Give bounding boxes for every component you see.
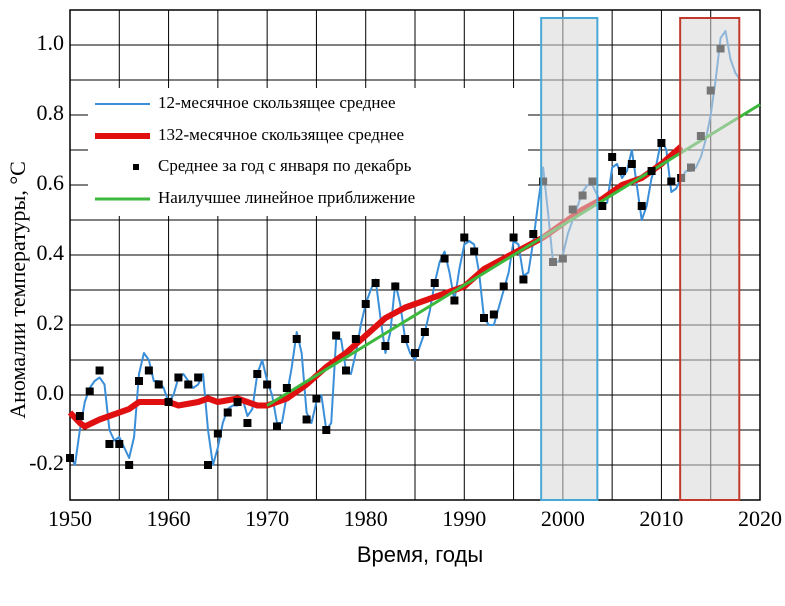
y-tick-label: 1.0 bbox=[37, 30, 65, 55]
data-point bbox=[657, 139, 666, 147]
data-point bbox=[411, 349, 419, 357]
data-point bbox=[332, 331, 341, 340]
data-point bbox=[627, 160, 636, 168]
data-point bbox=[529, 230, 538, 238]
data-point bbox=[144, 366, 153, 375]
data-point bbox=[125, 461, 134, 469]
data-point bbox=[440, 254, 449, 263]
data-point bbox=[243, 419, 252, 427]
y-tick-label: 0.4 bbox=[37, 240, 65, 265]
x-tick-label: 2020 bbox=[738, 506, 782, 531]
data-point bbox=[292, 335, 301, 343]
data-point bbox=[647, 167, 656, 175]
data-point bbox=[598, 202, 607, 210]
data-point bbox=[115, 440, 124, 448]
data-point bbox=[75, 412, 84, 420]
x-tick-label: 1990 bbox=[442, 506, 486, 531]
data-point bbox=[302, 415, 311, 424]
data-point bbox=[489, 310, 498, 319]
x-axis-label: Время, годы bbox=[357, 542, 483, 567]
data-point bbox=[450, 296, 459, 305]
data-point bbox=[480, 314, 488, 322]
x-tick-label: 1980 bbox=[344, 506, 388, 531]
data-point bbox=[371, 279, 380, 287]
data-point bbox=[105, 440, 114, 448]
data-point bbox=[618, 167, 626, 175]
data-point bbox=[519, 275, 528, 284]
data-point bbox=[420, 328, 429, 336]
x-tick-label: 2010 bbox=[639, 506, 683, 531]
data-point bbox=[184, 380, 193, 389]
legend-label: Среднее за год с января по декабрь bbox=[158, 156, 412, 175]
data-point bbox=[667, 177, 676, 186]
data-point bbox=[95, 366, 104, 375]
data-point bbox=[509, 233, 518, 242]
data-point bbox=[361, 300, 370, 308]
y-tick-label: -0.2 bbox=[29, 450, 64, 475]
highlight-box bbox=[679, 17, 741, 501]
data-point bbox=[213, 429, 222, 438]
legend-label: 132-месячное скользящее среднее bbox=[158, 125, 404, 144]
y-tick-label: 0.8 bbox=[37, 100, 65, 125]
x-tick-label: 1950 bbox=[48, 506, 92, 531]
data-point bbox=[351, 335, 360, 343]
legend-label: Наилучшее линейное приближение bbox=[158, 188, 415, 207]
legend-swatch bbox=[133, 164, 139, 170]
legend: 12-месячное скользящее среднее 132-месячн… bbox=[88, 88, 528, 216]
data-point bbox=[164, 398, 173, 406]
data-point bbox=[342, 366, 350, 375]
data-point bbox=[233, 398, 242, 406]
highlight-box bbox=[540, 17, 599, 501]
data-point bbox=[174, 373, 183, 382]
data-point bbox=[253, 370, 262, 378]
data-point bbox=[381, 342, 390, 350]
data-point bbox=[135, 377, 143, 385]
y-tick-label: 0.2 bbox=[37, 310, 65, 335]
data-point bbox=[273, 422, 281, 431]
data-point bbox=[263, 380, 272, 389]
legend-box bbox=[88, 88, 528, 216]
data-point bbox=[312, 394, 321, 403]
x-tick-label: 2000 bbox=[541, 506, 585, 531]
y-tick-label: 0.0 bbox=[37, 380, 65, 405]
data-point bbox=[499, 282, 508, 291]
y-axis-label: Аномалии температуры, °C bbox=[5, 161, 30, 419]
data-point bbox=[85, 387, 94, 396]
data-point bbox=[608, 153, 617, 161]
data-point bbox=[470, 247, 479, 256]
data-point bbox=[460, 233, 469, 242]
data-point bbox=[204, 461, 212, 469]
data-point bbox=[223, 408, 232, 417]
data-point bbox=[430, 279, 439, 287]
data-point bbox=[66, 454, 74, 462]
line-series bbox=[266, 103, 761, 407]
data-point bbox=[282, 384, 291, 392]
data-point bbox=[401, 335, 410, 343]
data-point bbox=[194, 373, 203, 382]
data-point bbox=[154, 380, 163, 389]
x-tick-label: 1960 bbox=[147, 506, 191, 531]
data-point bbox=[322, 426, 331, 434]
data-point bbox=[391, 282, 400, 291]
legend-label: 12-месячное скользящее среднее bbox=[158, 93, 396, 112]
y-tick-label: 0.6 bbox=[37, 170, 65, 195]
x-tick-label: 1970 bbox=[245, 506, 289, 531]
data-point bbox=[637, 202, 646, 210]
